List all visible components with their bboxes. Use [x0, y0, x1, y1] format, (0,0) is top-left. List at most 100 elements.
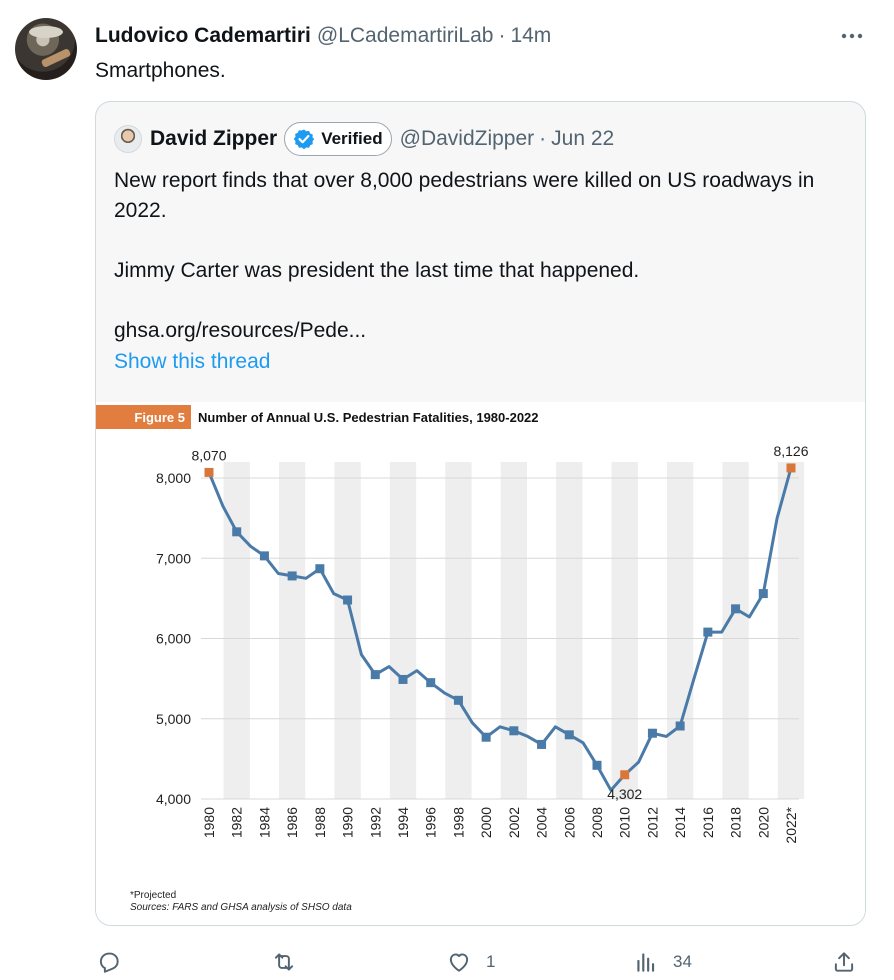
chart-band — [278, 462, 306, 799]
series-line — [207, 467, 793, 792]
tweet-actions: 1 34 — [0, 944, 894, 980]
data-point — [453, 695, 463, 705]
chart-band — [666, 462, 694, 799]
data-point — [758, 589, 768, 599]
data-point — [259, 551, 269, 561]
verified-badge[interactable]: Verified — [284, 122, 392, 156]
quoted-tweet[interactable]: David Zipper Verified @DavidZipper · Jun… — [95, 101, 866, 926]
author-name[interactable]: Ludovico Cademartiri — [95, 24, 311, 47]
x-tick-label: 2008 — [589, 807, 605, 838]
quote-header: David Zipper Verified @DavidZipper · Jun… — [114, 122, 614, 156]
chart-band — [722, 462, 749, 799]
y-tick-label: 5,000 — [156, 711, 191, 727]
data-point — [564, 730, 574, 740]
data-point — [232, 527, 242, 537]
chart-band — [389, 462, 417, 799]
x-tick-label: 1988 — [312, 807, 328, 838]
y-tick-label: 4,000 — [156, 791, 191, 807]
verified-label: Verified — [321, 129, 383, 148]
more-options-button[interactable] — [836, 22, 868, 50]
x-tick-label: 1994 — [395, 807, 411, 838]
x-tick-label: 2016 — [700, 807, 716, 838]
quote-text: New report finds that over 8,000 pedestr… — [114, 169, 815, 342]
data-point — [370, 670, 380, 680]
data-point — [675, 721, 685, 731]
like-count: 1 — [486, 952, 496, 971]
author-handle[interactable]: @LCademartiriLab — [316, 24, 494, 47]
x-tick-label: 1984 — [256, 807, 272, 838]
quote-separator-dot: · — [539, 127, 547, 150]
x-tick-label: 1998 — [450, 807, 466, 838]
figure-source: Sources: FARS and GHSA analysis of SHSO … — [130, 902, 352, 913]
data-point — [703, 627, 713, 637]
author-avatar[interactable] — [15, 18, 77, 80]
figure-title-band: Figure 5 Number of Annual U.S. Pedestria… — [96, 405, 865, 429]
share-button[interactable] — [831, 944, 857, 980]
like-button[interactable]: 1 — [446, 944, 495, 980]
figure-tag: Figure 5 — [96, 405, 191, 429]
data-point — [620, 770, 630, 780]
views-button[interactable]: 34 — [633, 944, 692, 980]
x-tick-label: 2006 — [561, 807, 577, 838]
data-point — [204, 467, 214, 477]
data-point — [731, 604, 741, 614]
x-tick-label: 1992 — [367, 807, 383, 838]
chart-band — [445, 462, 472, 799]
more-icon — [841, 33, 863, 39]
retweet-icon — [274, 953, 294, 971]
data-point — [592, 760, 602, 770]
x-tick-label: 2000 — [478, 807, 494, 838]
views-count: 34 — [673, 952, 692, 971]
data-point — [647, 728, 657, 738]
x-tick-label: 2022* — [783, 806, 799, 843]
figure-image[interactable]: Figure 5 Number of Annual U.S. Pedestria… — [96, 402, 865, 925]
heart-icon — [449, 953, 469, 972]
data-point — [315, 564, 325, 574]
tweet-header: Ludovico Cademartiri @LCademartiriLab · … — [95, 22, 551, 50]
quote-time[interactable]: Jun 22 — [551, 127, 615, 150]
data-label: 4,302 — [607, 786, 642, 802]
figure-note: *Projected — [130, 890, 177, 901]
x-tick-label: 2020 — [755, 807, 771, 838]
x-tick-label: 1990 — [340, 807, 356, 838]
avatar-hat — [29, 26, 63, 38]
quote-author-name[interactable]: David Zipper — [150, 127, 278, 150]
data-point — [287, 571, 297, 581]
quote-author-handle[interactable]: @DavidZipper — [399, 127, 535, 150]
y-tick-label: 7,000 — [156, 550, 191, 566]
data-point — [537, 739, 547, 749]
x-tick-label: 2004 — [534, 807, 550, 838]
x-tick-label: 1982 — [229, 807, 245, 838]
tweet-text: Smartphones. — [95, 59, 226, 82]
reply-icon — [99, 952, 119, 973]
views-icon — [637, 953, 655, 972]
avatar-guitar — [40, 48, 72, 68]
share-icon — [834, 952, 854, 972]
data-label: 8,126 — [773, 443, 808, 459]
x-tick-label: 2012 — [644, 807, 660, 838]
quote-avatar[interactable] — [114, 125, 142, 153]
x-tick-label: 2002 — [506, 807, 522, 838]
chart-band — [556, 462, 583, 799]
x-tick-label: 1986 — [284, 807, 300, 838]
x-tick-label: 1996 — [423, 807, 439, 838]
data-point — [343, 595, 353, 605]
show-thread-link[interactable]: Show this thread — [114, 350, 271, 373]
reply-button[interactable] — [96, 944, 136, 980]
data-label: 8,070 — [191, 447, 226, 463]
chart-band — [611, 462, 638, 799]
y-tick-label: 6,000 — [156, 631, 191, 647]
data-point — [481, 732, 491, 742]
tweet-time[interactable]: 14m — [510, 24, 552, 47]
x-tick-label: 2010 — [617, 807, 633, 838]
figure-title: Number of Annual U.S. Pedestrian Fatalit… — [198, 409, 539, 425]
x-tick-label: 2014 — [672, 807, 688, 838]
verified-icon — [294, 129, 315, 150]
chart-band — [777, 462, 805, 799]
data-point — [426, 678, 436, 688]
retweet-button[interactable] — [271, 944, 311, 980]
y-tick-label: 8,000 — [156, 470, 191, 486]
separator-dot: · — [498, 24, 506, 47]
x-tick-label: 1980 — [201, 807, 217, 838]
